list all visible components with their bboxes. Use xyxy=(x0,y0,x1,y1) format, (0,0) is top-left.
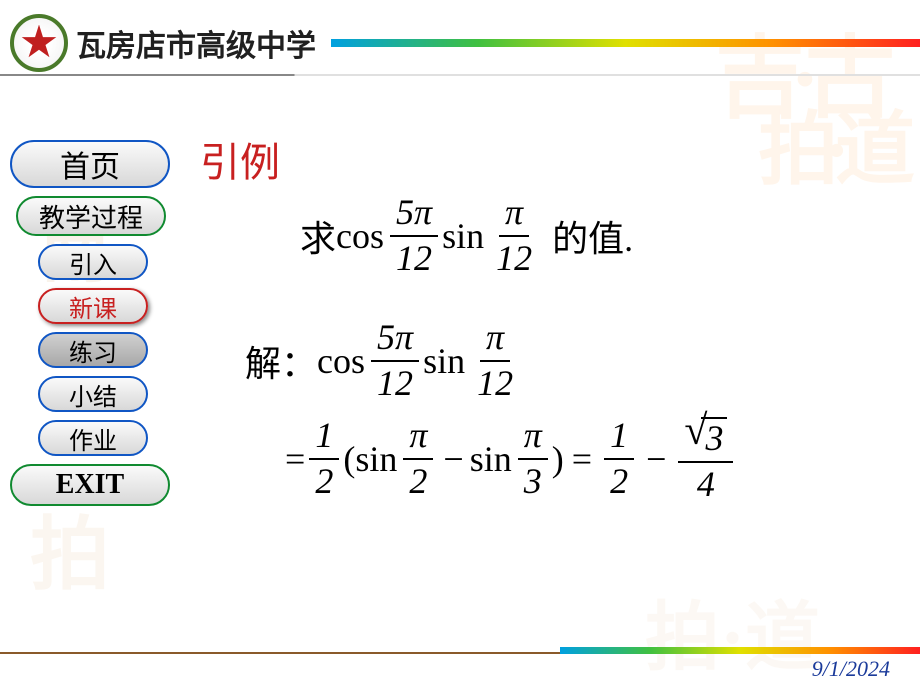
nav-exit-button[interactable]: EXIT xyxy=(10,464,170,506)
sin-fn-2: sin xyxy=(423,340,465,382)
nav-home-button[interactable]: 首页 xyxy=(10,140,170,188)
frac-pi-12-b: π 12 xyxy=(471,318,519,403)
frac-sqrt3-4: √ 3 4 xyxy=(678,413,733,504)
problem-suffix: 的值. xyxy=(552,210,633,262)
rainbow-bar-top xyxy=(331,39,920,47)
rparen: ) xyxy=(552,438,564,480)
rainbow-bar-bottom xyxy=(560,647,920,654)
nav-summary-button[interactable]: 小结 xyxy=(38,376,148,412)
sin-fn-3: sin xyxy=(355,438,397,480)
sin-fn-4: sin xyxy=(470,438,512,480)
footer-line xyxy=(0,652,560,654)
minus-1: − xyxy=(443,438,463,480)
school-logo xyxy=(10,14,68,72)
minus-2: − xyxy=(646,438,666,480)
frac-5pi-12-b: 5π 12 xyxy=(371,318,419,403)
frac-pi-2: π 2 xyxy=(403,416,433,501)
cos-fn-2: cos xyxy=(317,340,365,382)
frac-pi-3: π 3 xyxy=(518,416,548,501)
watermark-bottom-right: 拍·道 xyxy=(645,576,820,685)
sidebar: 首页 教学过程 引入 新课 练习 小结 作业 EXIT xyxy=(10,140,175,514)
nav-lesson-button[interactable]: 新课 xyxy=(38,288,148,324)
frac-half-1: 1 2 xyxy=(309,416,339,501)
footer-date: 9/1/2024 xyxy=(812,656,890,682)
problem-prefix: 求 xyxy=(300,210,336,262)
frac-half-2: 1 2 xyxy=(604,416,634,501)
cos-fn: cos xyxy=(336,215,384,257)
solution-prefix: 解： xyxy=(245,335,317,387)
sqrt-3: √ 3 xyxy=(684,417,727,459)
nav-intro-button[interactable]: 引入 xyxy=(38,244,148,280)
nav-homework-button[interactable]: 作业 xyxy=(38,420,148,456)
eq-sign-1: = xyxy=(285,438,305,480)
content-area: 引例 求 cos 5π 12 sin π 12 的值. 解： cos 5π 12… xyxy=(200,130,890,505)
school-name: 瓦房店市高级中学 xyxy=(76,21,316,65)
frac-5pi-12: 5π 12 xyxy=(390,193,438,278)
eq-sign-2: = xyxy=(572,438,592,480)
lparen: ( xyxy=(343,438,355,480)
frac-pi-12: π 12 xyxy=(490,193,538,278)
section-title: 引例 xyxy=(200,130,890,188)
school-logo-inner xyxy=(21,25,57,61)
solution-line-1: 解： cos 5π 12 sin π 12 xyxy=(245,318,890,403)
problem-line: 求 cos 5π 12 sin π 12 的值. xyxy=(300,193,890,278)
header: 瓦房店市高级中学 xyxy=(0,10,920,75)
nav-exercise-button[interactable]: 练习 xyxy=(38,332,148,368)
nav-process-button[interactable]: 教学过程 xyxy=(16,196,166,236)
solution-line-2: = 1 2 ( sin π 2 − sin π 3 ) = 1 2 − √ 3 xyxy=(285,413,890,504)
sin-fn: sin xyxy=(442,215,484,257)
